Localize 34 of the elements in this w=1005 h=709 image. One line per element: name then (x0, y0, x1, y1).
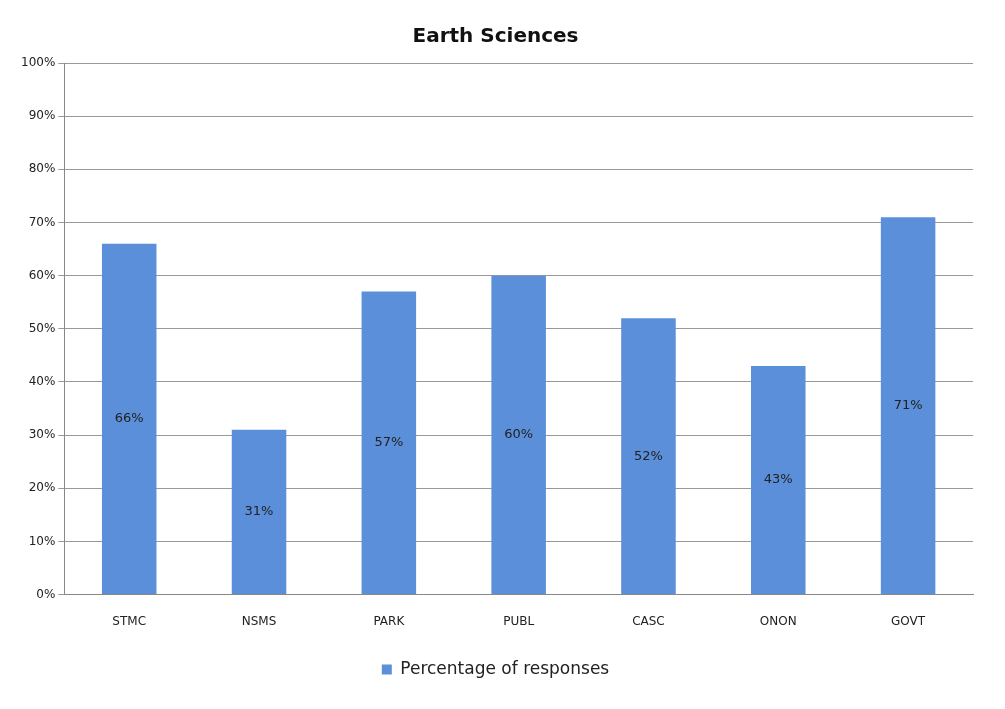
x-tick-label: GOVT (891, 613, 926, 628)
y-tick-label: 80% (28, 161, 56, 176)
chart-title: Earth Sciences (412, 23, 579, 48)
data-label: 57% (374, 434, 404, 450)
y-tick-label: 40% (28, 374, 56, 389)
bar (491, 275, 546, 595)
y-tick-label: 70% (28, 214, 56, 229)
x-tick-label: CASC (632, 613, 665, 628)
data-label: 43% (763, 471, 793, 487)
data-label: 66% (114, 410, 144, 426)
y-tick-label: 60% (28, 267, 56, 282)
bar (361, 291, 417, 595)
bar (231, 429, 287, 595)
x-tick-label: PARK (373, 613, 406, 628)
bar (621, 318, 676, 595)
x-tick-label: STMC (112, 613, 147, 628)
bar (880, 217, 936, 595)
data-label: 71% (893, 397, 923, 413)
bar (101, 243, 157, 595)
x-tick-label: PUBL (503, 613, 535, 628)
data-label: 52% (634, 447, 663, 463)
y-tick-label: 20% (28, 480, 56, 495)
x-tick-label: ONON (759, 613, 797, 628)
bar (751, 366, 806, 595)
x-tick-label: NSMS (241, 613, 277, 628)
y-tick-label: 10% (28, 533, 56, 548)
y-tick-label: 90% (28, 108, 56, 123)
y-tick-label: 100% (20, 55, 56, 70)
data-label: 60% (504, 426, 534, 442)
legend-label: Percentage of responses (400, 657, 610, 678)
data-label: 31% (244, 503, 274, 519)
y-tick-label: 0% (36, 586, 56, 601)
y-tick-label: 50% (28, 320, 56, 335)
y-tick-label: 30% (28, 427, 56, 442)
